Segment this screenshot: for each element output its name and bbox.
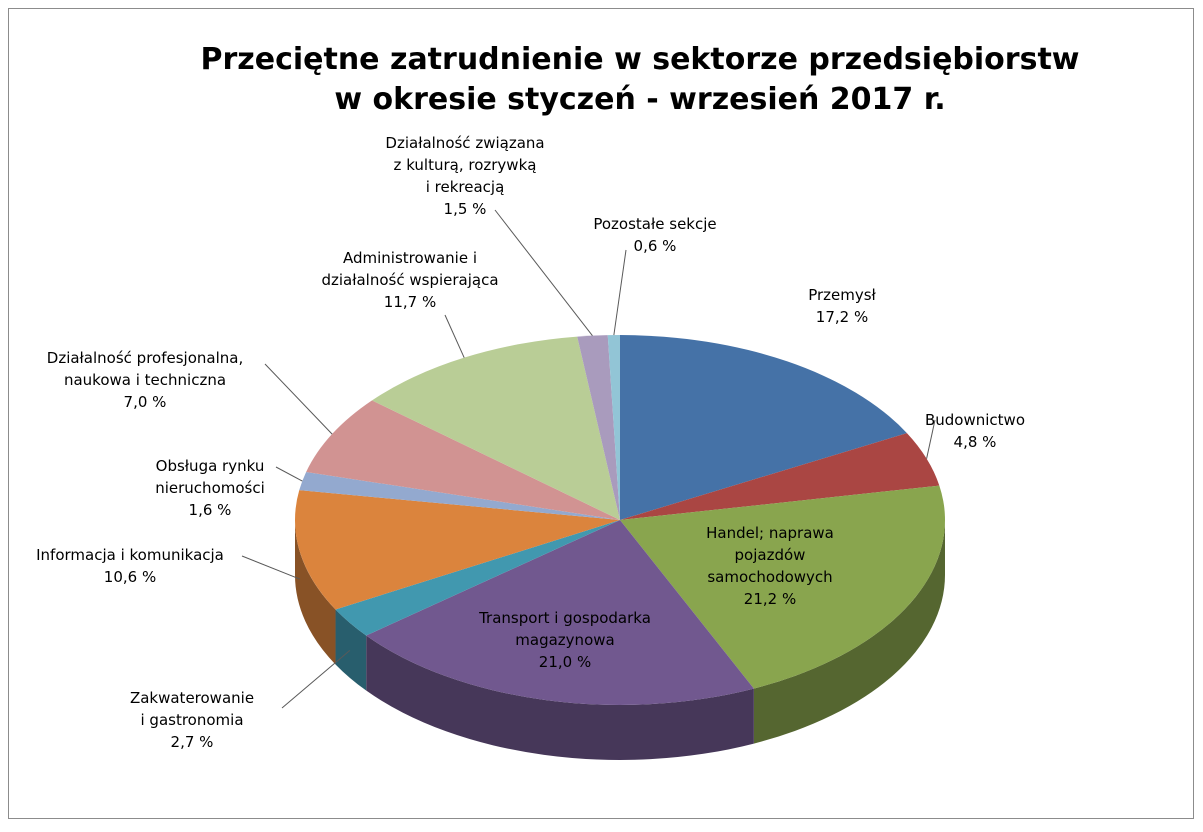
value-label: 11,7 % [383,293,437,311]
value-label: 7,0 % [123,393,167,411]
leader-line [275,466,303,482]
leader-line [613,249,627,336]
pie-side [753,520,945,744]
category-label: Działalność związana z kulturą, rozrywką… [385,134,545,196]
leader-line [241,555,300,580]
pie-slice [299,471,620,520]
pie-slice [577,335,620,520]
value-label: 10,6 % [103,568,157,586]
pie-slice [335,520,620,636]
leader-line [281,649,351,709]
data-label: Budownictwo 4,8 % [925,409,1025,453]
category-label: Administrowanie i działalność wspierając… [321,249,499,289]
value-label: 1,5 % [443,200,487,218]
pie-slice [620,335,907,520]
pie-slice [306,400,620,520]
data-label: Transport i gospodarka magazynowa 21,0 % [479,607,651,673]
data-label: Zakwaterowanie i gastronomia 2,7 % [130,687,254,753]
leader-line [444,314,465,358]
value-label: 2,7 % [170,733,214,751]
data-label: Pozostałe sekcje 0,6 % [593,213,716,257]
pie-slice [372,336,620,520]
category-label: Zakwaterowanie i gastronomia [129,689,255,729]
category-label: Transport i gospodarka magazynowa [479,609,651,649]
value-label: 1,6 % [188,501,232,519]
category-label: Pozostałe sekcje [593,215,717,233]
pie-side [366,635,754,760]
leader-line [494,209,593,336]
value-label: 0,6 % [633,237,677,255]
category-label: Handel; naprawa pojazdów samochodowych [706,524,834,586]
pie-slice [620,433,940,520]
data-label: Informacja i komunikacja 10,6 % [36,544,224,588]
chart-title: Przeciętne zatrudnienie w sektorze przed… [200,42,1080,117]
data-label: Przemysł 17,2 % [808,284,876,328]
value-label: 21,2 % [743,590,797,608]
data-label: Administrowanie i działalność wspierając… [321,247,498,313]
category-label: Obsługa rynku nieruchomości [155,457,265,497]
pie-side [295,520,336,665]
pie-slice [607,335,620,520]
data-label: Działalność profesjonalna, naukowa i tec… [47,347,243,413]
category-label: Budownictwo [924,411,1026,429]
pie-slice [295,490,620,610]
data-label: Obsługa rynku nieruchomości 1,6 % [155,455,265,521]
chart-frame [8,8,1194,819]
category-label: Działalność profesjonalna, naukowa i tec… [46,349,244,389]
pie-slice [366,520,754,706]
data-label: Handel; naprawa pojazdów samochodowych 21… [706,522,834,610]
pie-side [335,609,367,691]
category-label: Przemysł [808,286,876,304]
value-label: 4,8 % [953,433,997,451]
category-label: Informacja i komunikacja [36,546,224,564]
data-label: Działalność związana z kulturą, rozrywką… [385,132,544,220]
leader-line [264,363,333,435]
value-label: 21,0 % [538,653,592,671]
value-label: 17,2 % [815,308,869,326]
leader-line [926,419,936,459]
pie-slice [620,485,945,689]
